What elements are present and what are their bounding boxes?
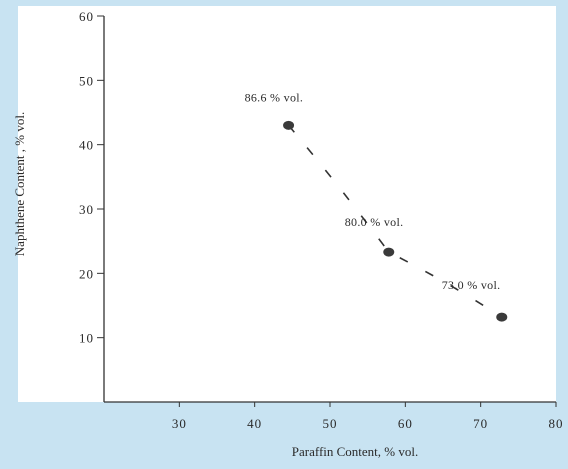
x-axis-label: Paraffin Content, % vol. xyxy=(292,444,419,459)
data-label: 86.6 % vol. xyxy=(245,90,304,104)
x-tick-label: 70 xyxy=(473,416,488,431)
data-point xyxy=(496,312,508,322)
y-tick-label: 40 xyxy=(79,138,94,153)
y-axis: 10 20 30 40 50 60 xyxy=(79,9,105,402)
x-tick-label: 80 xyxy=(549,416,564,431)
y-tick-label: 20 xyxy=(79,266,94,281)
plot-panel xyxy=(18,6,556,402)
y-tick-label: 30 xyxy=(79,202,94,217)
y-tick-label: 10 xyxy=(79,331,94,346)
y-axis-label: Naphthene Content , % vol. xyxy=(12,112,27,256)
data-label: 73.0 % vol. xyxy=(442,278,501,292)
x-tick-label: 40 xyxy=(247,416,262,431)
x-tick-label: 30 xyxy=(172,416,187,431)
y-tick-label: 50 xyxy=(79,73,94,88)
data-label: 80.0 % vol. xyxy=(345,215,404,229)
data-labels: 86.6 % vol. 80.0 % vol. 73.0 % vol. xyxy=(245,90,501,292)
x-tick-label: 60 xyxy=(398,416,413,431)
data-points xyxy=(283,120,508,322)
x-axis: 30 40 50 60 70 80 xyxy=(104,401,564,431)
x-tick-label: 50 xyxy=(323,416,338,431)
data-point xyxy=(383,247,395,257)
data-point xyxy=(283,120,295,130)
y-tick-label: 60 xyxy=(79,9,94,24)
